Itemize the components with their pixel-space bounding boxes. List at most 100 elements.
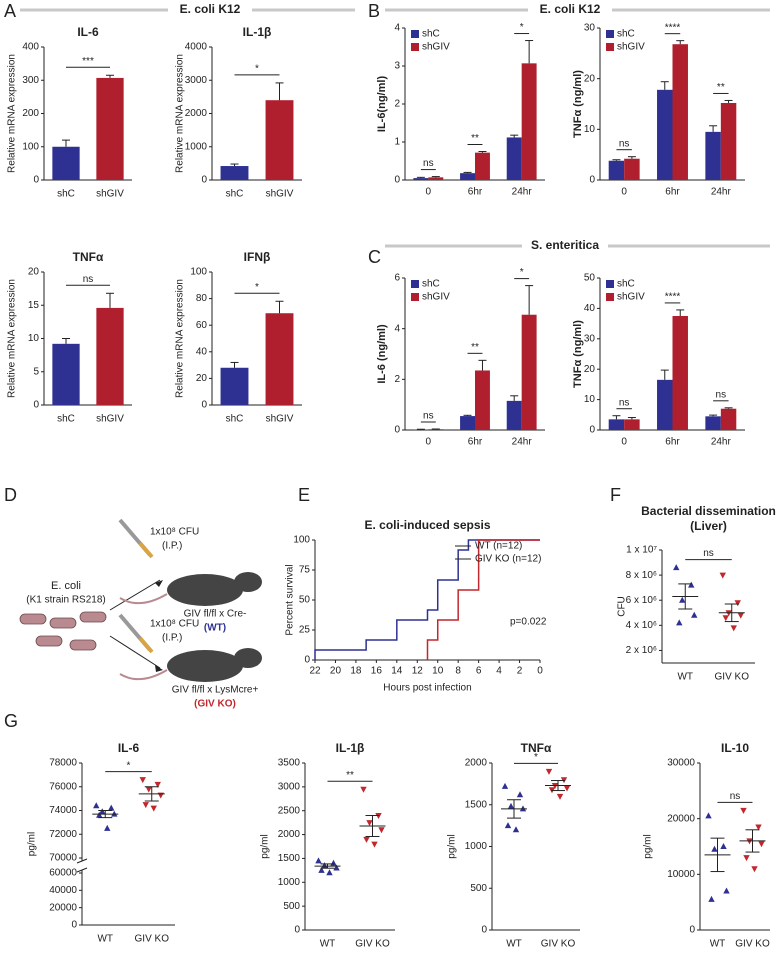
significance-label: ns bbox=[716, 389, 727, 400]
x-tick-label: shGIV bbox=[96, 414, 124, 425]
point bbox=[315, 857, 322, 864]
y-tick-label: 72000 bbox=[49, 829, 77, 840]
chart-subtitle: (Liver) bbox=[690, 519, 727, 533]
annotation: p=0.022 bbox=[510, 617, 547, 628]
y-tick-label: 15 bbox=[28, 300, 40, 311]
point bbox=[139, 777, 146, 784]
x-tick-label: 12 bbox=[412, 666, 424, 677]
bacterium bbox=[79, 611, 107, 623]
bar bbox=[52, 343, 80, 405]
legend-label: WT (n=12) bbox=[475, 541, 522, 552]
point bbox=[99, 808, 106, 815]
panel-label: B bbox=[368, 1, 380, 21]
x-tick-label: 14 bbox=[391, 666, 403, 677]
x-tick-label: 0 bbox=[537, 666, 543, 677]
x-tick-label: 8 bbox=[455, 666, 461, 677]
bacterium bbox=[19, 613, 47, 625]
dose: 1x10⁸ CFU bbox=[150, 619, 199, 630]
mouse bbox=[167, 650, 243, 682]
significance-label: * bbox=[534, 752, 538, 763]
x-tick-label: 0 bbox=[621, 187, 627, 198]
point bbox=[705, 812, 712, 819]
point bbox=[145, 786, 152, 793]
bar bbox=[428, 177, 444, 180]
bar bbox=[705, 416, 721, 430]
bar bbox=[460, 173, 475, 180]
x-tick-label: WT bbox=[320, 939, 336, 950]
y-axis-label: pg/ml bbox=[447, 834, 458, 858]
bacterium bbox=[35, 635, 63, 647]
y-tick-label: 4 x 10⁶ bbox=[626, 620, 657, 631]
x-tick-label: 24hr bbox=[512, 187, 533, 198]
bar bbox=[52, 146, 80, 180]
point bbox=[755, 824, 762, 831]
y-tick-label: 2000 bbox=[185, 108, 208, 119]
y-tick-label: 25 bbox=[299, 625, 311, 636]
point bbox=[758, 841, 765, 848]
y-tick-label: 60 bbox=[196, 320, 208, 331]
y-axis-label: TNFα (ng/ml) bbox=[572, 320, 584, 388]
point bbox=[730, 625, 737, 632]
y-tick-label: 10 bbox=[584, 124, 596, 135]
point bbox=[154, 781, 161, 788]
x-tick-label: shC bbox=[57, 414, 75, 425]
y-tick-label: 30 bbox=[584, 333, 596, 344]
x-tick-label: 20 bbox=[330, 666, 342, 677]
legend-swatch bbox=[411, 30, 419, 38]
y-tick-label: 4 bbox=[394, 23, 400, 34]
route: (I.P.) bbox=[162, 541, 182, 552]
y-tick-label: 6 bbox=[394, 273, 400, 284]
significance-label: ns bbox=[83, 274, 94, 285]
y-tick-label: 6 x 10⁶ bbox=[626, 595, 657, 606]
y-tick-label: 20 bbox=[196, 373, 208, 384]
legend-label: shC bbox=[617, 29, 635, 40]
x-tick-label: shGIV bbox=[266, 414, 294, 425]
legend-swatch bbox=[606, 280, 614, 288]
point bbox=[108, 804, 115, 811]
y-tick-label: 0 bbox=[33, 175, 39, 186]
survival-curve bbox=[314, 539, 540, 660]
y-tick-label: 1500 bbox=[465, 799, 488, 810]
chart-title: IL-6 bbox=[118, 741, 140, 755]
y-tick-label: 78000 bbox=[49, 758, 77, 769]
x-tick-label: shC bbox=[226, 414, 244, 425]
bacteria-icons bbox=[19, 611, 107, 651]
dose: 1x10⁸ CFU bbox=[150, 527, 199, 538]
bar bbox=[720, 408, 737, 430]
legend-swatch bbox=[606, 43, 614, 51]
significance-label: * bbox=[520, 267, 524, 278]
bar bbox=[657, 89, 673, 180]
chart-title: IL-1β bbox=[243, 25, 272, 39]
legend-swatch bbox=[606, 30, 614, 38]
y-axis-label: TNFα (ng/ml) bbox=[572, 70, 584, 138]
y-tick-label: 0 bbox=[294, 925, 300, 936]
y-tick-label: 0 bbox=[33, 400, 39, 411]
panel-label: F bbox=[610, 485, 621, 505]
point bbox=[708, 895, 715, 902]
point bbox=[104, 824, 111, 831]
significance-label: ns bbox=[619, 397, 630, 408]
y-tick-label: 1500 bbox=[278, 853, 301, 864]
legend-label: shGIV bbox=[422, 42, 450, 53]
y-tick-label: 20 bbox=[584, 73, 596, 84]
chart-title: IL-6 bbox=[77, 25, 99, 39]
x-tick-label: GIV KO bbox=[735, 939, 770, 950]
x-tick-label: 0 bbox=[426, 437, 432, 448]
panel-label: G bbox=[4, 711, 18, 731]
point bbox=[545, 768, 553, 775]
mouse-head bbox=[234, 648, 262, 668]
point bbox=[96, 811, 103, 818]
y-tick-label: 1000 bbox=[278, 877, 301, 888]
point bbox=[516, 791, 524, 798]
point bbox=[688, 581, 695, 588]
legend-swatch bbox=[606, 293, 614, 301]
y-tick-label: 2500 bbox=[278, 805, 301, 816]
point bbox=[512, 826, 520, 833]
y-tick-label: 3500 bbox=[278, 758, 301, 769]
y-tick-label: 2 x 10⁶ bbox=[626, 645, 657, 656]
y-tick-label: 10000 bbox=[667, 869, 695, 880]
legend-label: shGIV bbox=[422, 292, 450, 303]
x-tick-label: WT bbox=[506, 939, 522, 950]
significance-label: ns bbox=[423, 411, 434, 422]
bar bbox=[413, 429, 429, 430]
